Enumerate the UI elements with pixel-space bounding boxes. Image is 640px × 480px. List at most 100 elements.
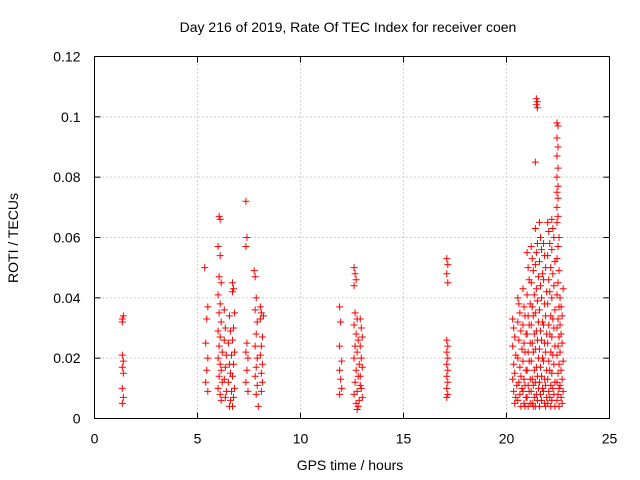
data-point xyxy=(221,393,229,401)
data-point xyxy=(358,393,366,401)
x-tick-label: 5 xyxy=(194,431,202,447)
data-point xyxy=(545,227,553,235)
data-point xyxy=(256,315,264,323)
data-point xyxy=(518,345,526,353)
data-point xyxy=(553,173,561,181)
data-point xyxy=(509,315,517,323)
data-point xyxy=(221,324,229,332)
data-point xyxy=(517,327,525,335)
data-point xyxy=(214,243,222,251)
data-points xyxy=(118,95,567,413)
data-point xyxy=(527,279,535,287)
data-point xyxy=(215,273,223,281)
data-point xyxy=(510,387,518,395)
data-point xyxy=(443,393,451,401)
data-point xyxy=(519,357,527,365)
data-point xyxy=(224,339,232,347)
data-point xyxy=(243,234,251,241)
data-point xyxy=(352,330,360,338)
data-point xyxy=(523,291,531,299)
data-point xyxy=(119,393,127,401)
data-point xyxy=(217,366,225,374)
data-point xyxy=(357,354,365,362)
data-point xyxy=(544,375,552,383)
data-point xyxy=(226,396,234,404)
data-point xyxy=(229,372,237,380)
data-point xyxy=(356,381,364,389)
data-point xyxy=(554,194,562,202)
data-point xyxy=(553,396,561,404)
data-point xyxy=(538,336,546,344)
data-point xyxy=(118,399,126,407)
data-point xyxy=(551,306,559,314)
data-point xyxy=(546,288,554,296)
data-point xyxy=(243,339,251,347)
data-point xyxy=(358,333,366,341)
data-point xyxy=(216,360,224,368)
data-point xyxy=(558,339,566,347)
data-point xyxy=(202,339,210,347)
data-point xyxy=(555,384,563,392)
data-point xyxy=(215,372,223,380)
data-point xyxy=(509,342,517,350)
data-point xyxy=(443,270,451,278)
data-point xyxy=(545,276,553,284)
data-point xyxy=(444,390,452,398)
data-point xyxy=(353,348,361,356)
data-point xyxy=(527,357,535,365)
data-point xyxy=(553,152,561,160)
data-point xyxy=(511,399,519,407)
data-point xyxy=(221,363,229,371)
data-point xyxy=(118,363,126,371)
data-point xyxy=(227,351,235,359)
data-point xyxy=(443,384,451,392)
data-point xyxy=(220,306,228,314)
data-point xyxy=(510,324,518,332)
data-point xyxy=(229,336,237,344)
data-point xyxy=(539,384,547,392)
data-point xyxy=(546,240,554,248)
data-point xyxy=(231,384,239,392)
data-point xyxy=(515,300,523,308)
data-point xyxy=(214,384,222,392)
data-point xyxy=(354,402,362,410)
data-point xyxy=(548,215,556,223)
data-point xyxy=(118,384,126,392)
data-point xyxy=(539,270,547,278)
data-point xyxy=(524,264,532,272)
data-point xyxy=(536,363,544,371)
data-point xyxy=(549,384,557,392)
data-point xyxy=(256,303,264,311)
data-point xyxy=(514,294,522,302)
data-point xyxy=(203,366,211,374)
data-point xyxy=(444,354,452,362)
data-point xyxy=(337,375,345,383)
data-point xyxy=(553,188,561,196)
data-point xyxy=(559,357,567,365)
data-point xyxy=(215,342,223,350)
data-point xyxy=(523,366,531,374)
data-point xyxy=(554,279,562,287)
data-point xyxy=(355,396,363,404)
data-point xyxy=(533,98,541,106)
data-point xyxy=(218,348,226,356)
data-point xyxy=(556,348,564,356)
data-point xyxy=(532,101,540,109)
data-point xyxy=(227,387,235,395)
data-point xyxy=(253,354,261,362)
data-point xyxy=(119,357,127,365)
data-point xyxy=(517,372,525,380)
data-point xyxy=(510,360,518,368)
data-point xyxy=(518,384,526,392)
data-point xyxy=(532,95,540,103)
data-point xyxy=(554,390,562,398)
data-point xyxy=(516,363,524,371)
data-point xyxy=(216,333,224,341)
data-point xyxy=(554,315,562,323)
y-tick-label: 0.06 xyxy=(53,230,80,246)
y-tick-label: 0.04 xyxy=(53,290,80,306)
data-point xyxy=(535,345,543,353)
data-point xyxy=(356,372,364,380)
data-point xyxy=(338,357,346,365)
